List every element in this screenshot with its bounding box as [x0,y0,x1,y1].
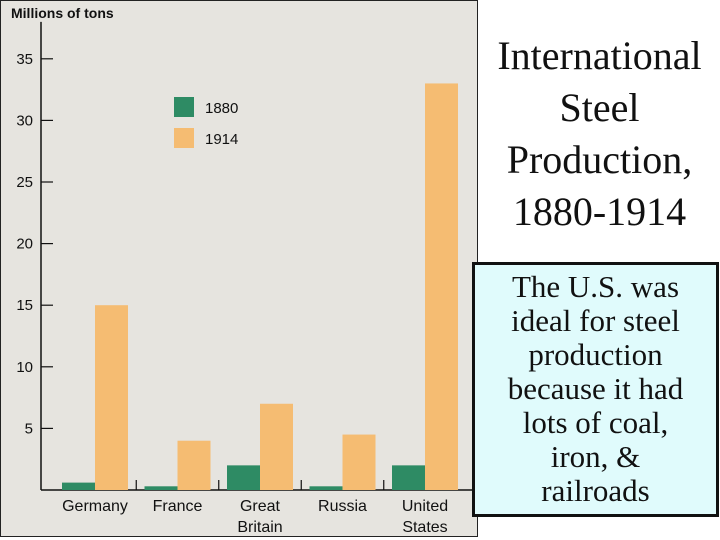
y-tick-label: 20 [16,236,33,253]
legend-swatch-1914 [174,128,194,148]
bar-1914 [260,403,293,490]
legend-label: 1880 [205,100,238,117]
title-line: 1880-1914 [512,189,687,234]
legend-label: 1914 [205,131,238,148]
x-tick-label: Russia [318,498,367,515]
bar-1914 [425,83,458,490]
bar-1880 [62,482,95,490]
y-tick-label: 25 [16,174,33,191]
x-tick-label: States [402,519,447,536]
bar-1914 [95,305,128,490]
note-line: lots of coal, [522,405,669,440]
x-tick-label: United [402,498,448,515]
legend-swatch-1880 [174,97,194,117]
title-line: International [497,33,702,78]
y-tick-label: 10 [16,359,33,376]
y-tick-label: 35 [16,51,33,68]
note-line: because it had [507,371,684,406]
note-line: The U.S. was [511,269,680,304]
title-line: Production, [506,137,693,182]
chart-panel: Millions of tons 5 10 15 20 25 30 35 Germany Fran… [0,0,479,537]
x-tick-label: Germany [62,498,128,515]
note-line: ideal for steel [511,303,680,338]
x-tick-label: Britain [237,519,282,536]
bar-1880 [227,465,260,490]
y-tick-label: 30 [16,112,33,129]
bar-1914 [177,440,211,490]
note-line: railroads [541,473,650,508]
y-axis-label: Millions of tons [11,5,114,21]
bar-1914 [342,434,376,490]
slide-title: International Steel Production, 1880-191… [481,30,718,238]
y-tick-label: 5 [25,420,33,437]
y-tick-label: 15 [16,297,33,314]
note-line: iron, & [550,439,641,474]
title-line: Steel [559,85,640,130]
bar-1880 [309,486,343,490]
bar-chart: Millions of tons 5 10 15 20 25 30 35 Germany Fran… [11,5,479,536]
note-line: production [528,337,663,372]
bar-1880 [392,465,425,490]
explanation-box: The U.S. was ideal for steel production … [472,262,719,517]
x-tick-label: France [153,498,203,515]
x-tick-label: Great [240,498,281,515]
bar-1880 [144,486,178,490]
